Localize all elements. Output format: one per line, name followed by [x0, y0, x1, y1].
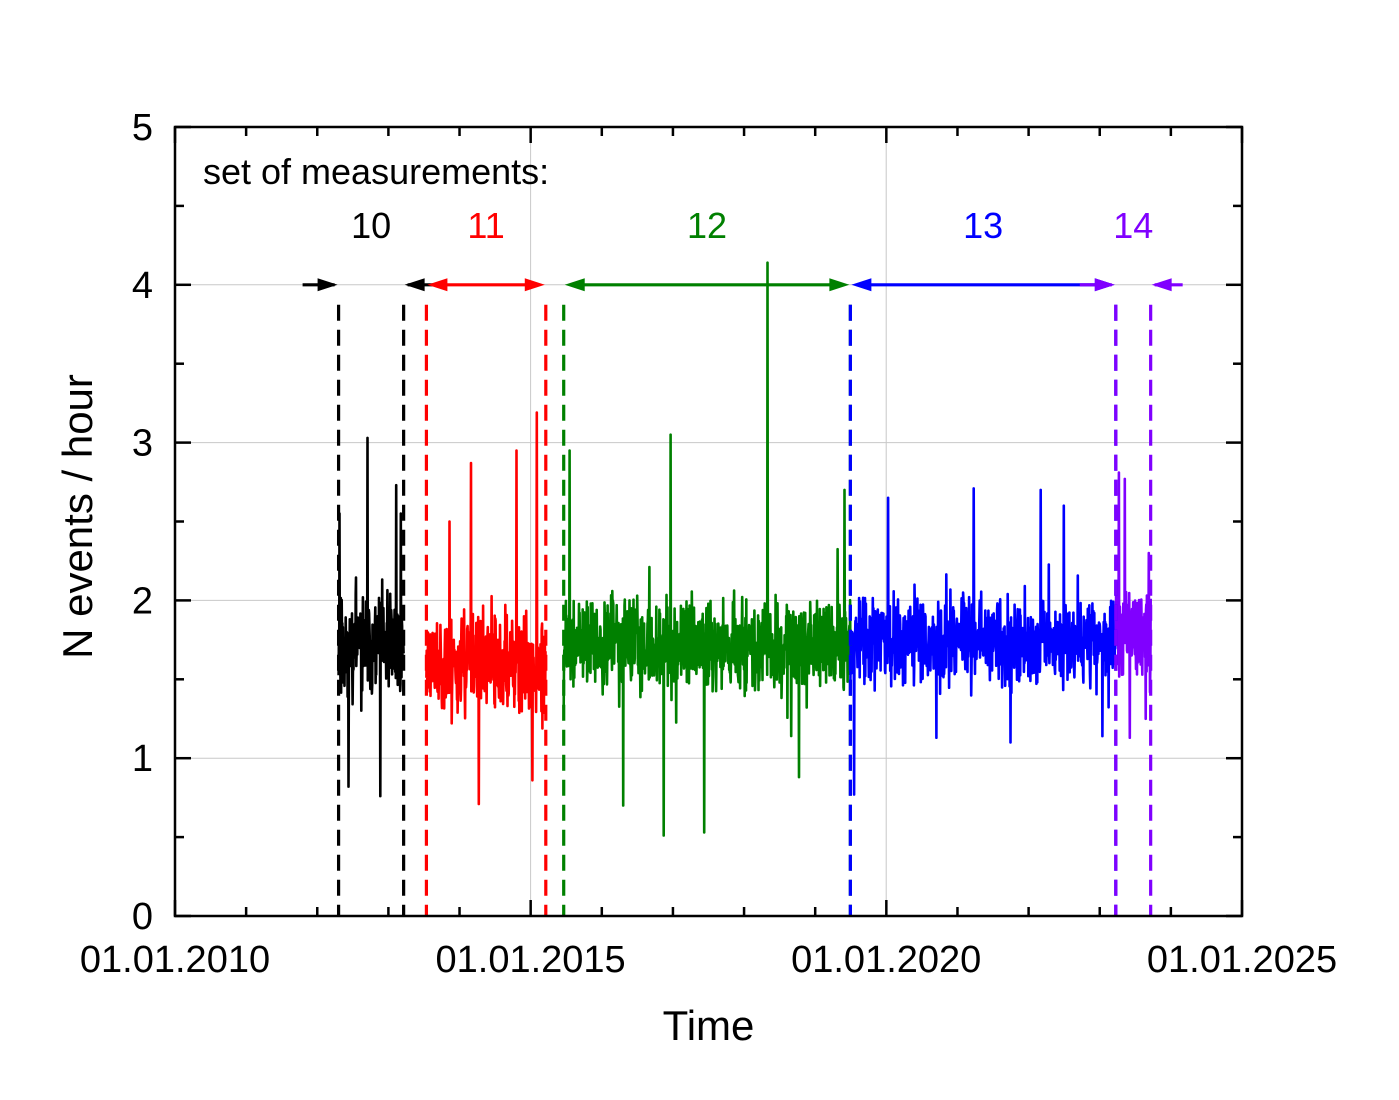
period-label-10: 10 — [351, 205, 391, 246]
y-tick-label: 1 — [132, 738, 153, 780]
period-14-arrow-left — [1094, 278, 1115, 292]
period-label-13: 13 — [963, 205, 1003, 246]
period-12-arrow-left — [564, 278, 585, 292]
series-lines — [337, 261, 1152, 837]
series-line-11 — [425, 411, 547, 806]
period-11-arrow-right — [524, 278, 545, 292]
period-10-arrow-left — [317, 278, 338, 292]
series-line-13 — [849, 487, 1118, 796]
series-line-12 — [562, 261, 852, 837]
annotation-set-of-measurements: set of measurements: — [203, 151, 549, 192]
y-tick-label: 2 — [132, 580, 153, 622]
period-14-arrow-right — [1151, 278, 1172, 292]
period-label-11: 11 — [467, 205, 504, 246]
x-tick-label: 01.01.2020 — [791, 939, 981, 981]
y-tick-labels: 0 1 2 3 4 5 — [132, 107, 153, 938]
x-tick-label: 01.01.2015 — [436, 939, 626, 981]
y-tick-label: 4 — [132, 265, 153, 307]
y-tick-label: 5 — [132, 107, 153, 149]
x-tick-label: 01.01.2025 — [1147, 939, 1337, 981]
measurement-periods: 10 11 12 13 14 — [302, 205, 1183, 916]
y-axis-label: N events / hour — [54, 374, 101, 659]
period-11-arrow-left — [427, 278, 448, 292]
period-13-arrow-left — [851, 278, 872, 292]
x-axis-label: Time — [663, 1002, 755, 1049]
series-line-10 — [337, 436, 405, 798]
period-label-12: 12 — [687, 205, 727, 246]
period-12-arrow-right — [829, 278, 850, 292]
period-label-14: 14 — [1113, 205, 1153, 246]
x-tick-labels: 01.01.2010 01.01.2015 01.01.2020 01.01.2025 — [80, 939, 1337, 981]
series-line-14 — [1114, 471, 1152, 739]
y-tick-label: 3 — [132, 423, 153, 465]
gridlines — [175, 127, 1242, 916]
x-tick-label: 01.01.2010 — [80, 939, 270, 981]
period-10-arrow-right — [404, 278, 425, 292]
y-tick-label: 0 — [132, 896, 153, 938]
axis-ticks — [173, 125, 1244, 918]
